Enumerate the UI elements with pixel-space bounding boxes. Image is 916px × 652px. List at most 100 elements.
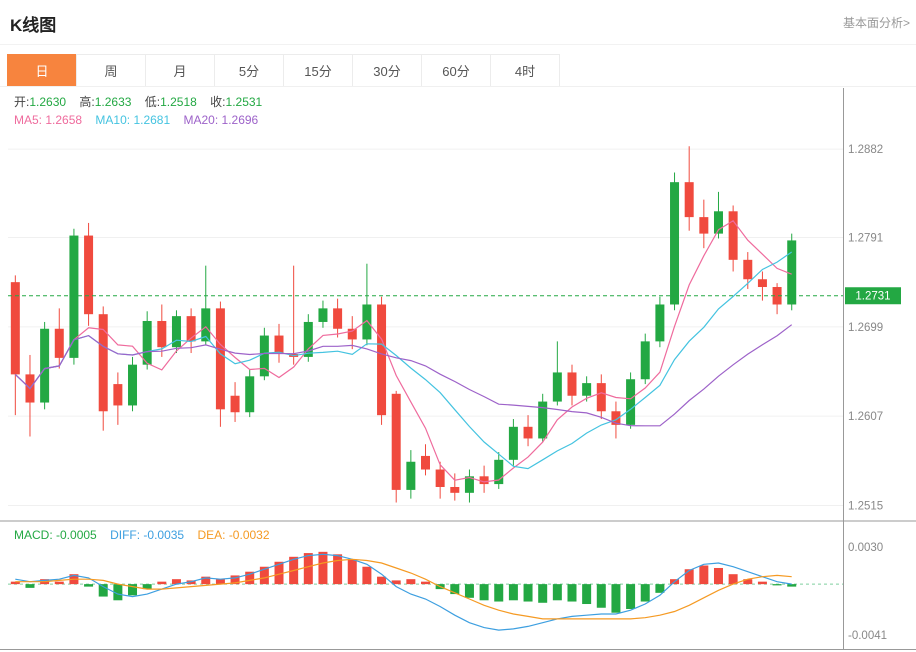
candle	[201, 308, 211, 342]
tab-month[interactable]: 月	[145, 54, 215, 87]
macd-bar	[450, 584, 460, 595]
macd-bar	[303, 553, 313, 585]
macd-bar	[757, 581, 767, 585]
macd-bar	[479, 584, 489, 601]
macd-bar	[128, 584, 138, 596]
candle	[259, 335, 269, 377]
ohlc-high: 高:1.2633	[79, 95, 132, 109]
macd-bar	[113, 584, 123, 601]
macd-bar	[54, 581, 64, 585]
diff-value: DIFF: -0.0035	[110, 528, 185, 542]
candle	[743, 259, 753, 280]
macd-bar	[743, 579, 753, 585]
macd-bar	[333, 554, 343, 585]
candle	[699, 217, 709, 234]
candle	[538, 401, 548, 439]
candle	[567, 372, 577, 396]
tab-week[interactable]: 周	[76, 54, 146, 87]
candle	[303, 321, 313, 357]
candle	[713, 211, 723, 234]
macd-bar	[567, 584, 577, 602]
macd-bar	[10, 581, 20, 585]
macd-bar	[494, 584, 504, 602]
candle	[508, 426, 518, 460]
current-price-tag	[845, 287, 901, 305]
candle	[333, 308, 343, 329]
ma10-value: MA10: 1.2681	[95, 113, 171, 127]
candle	[523, 426, 533, 439]
macd-axis-label: 0.0030	[848, 542, 883, 554]
tab-15min[interactable]: 15分	[283, 54, 353, 87]
macd-bar	[787, 584, 797, 587]
candle	[347, 328, 357, 340]
candle	[142, 320, 152, 365]
ma20-value: MA20: 1.2696	[183, 113, 259, 127]
header: K线图 基本面分析>	[0, 0, 916, 45]
macd-bar	[230, 575, 240, 585]
candle	[684, 182, 694, 218]
candle	[186, 316, 196, 342]
macd-bar	[318, 551, 328, 585]
candle	[435, 469, 445, 487]
tab-60min[interactable]: 60分	[421, 54, 491, 87]
candle	[157, 320, 167, 348]
y-axis-label: 1.2515	[848, 500, 883, 512]
macd-bar	[274, 561, 284, 585]
candle	[98, 314, 108, 412]
macd-bar	[684, 569, 694, 585]
candle	[10, 282, 20, 375]
candle	[611, 411, 621, 425]
macd-bar	[406, 579, 416, 585]
candle	[494, 459, 504, 485]
macd-bar	[98, 584, 108, 597]
macd-bar	[25, 584, 35, 588]
macd-bar	[713, 567, 723, 585]
macd-bar	[171, 579, 181, 585]
macd-info-bar: MACD: -0.0005 DIFF: -0.0035 DEA: -0.0032	[14, 528, 280, 542]
tab-5min[interactable]: 5分	[214, 54, 284, 87]
candle	[391, 393, 401, 490]
candle	[464, 476, 474, 493]
macd-bar	[508, 584, 518, 601]
macd-bar	[421, 581, 430, 585]
ohlc-close: 收:1.2531	[210, 95, 263, 109]
tab-30min[interactable]: 30分	[352, 54, 422, 87]
candle	[626, 379, 636, 425]
ohlc-open: 开:1.2630	[14, 95, 67, 109]
macd-bar	[772, 584, 782, 586]
macd-bar	[699, 565, 709, 585]
macd-bar	[142, 584, 152, 590]
macd-bar	[596, 584, 606, 608]
candle	[318, 308, 328, 322]
macd-bar	[391, 580, 401, 585]
dea-line	[15, 558, 792, 620]
candle	[40, 328, 50, 403]
candlestick-chart[interactable]: 1.2731 1.2882 1.2791 1.2699 1.2607 1.2515 0.00…	[0, 88, 916, 652]
candle	[655, 304, 665, 342]
macd-value: MACD: -0.0005	[14, 528, 97, 542]
macd-bar	[728, 574, 738, 585]
candle	[128, 364, 138, 406]
tab-day[interactable]: 日	[7, 54, 77, 87]
candle	[69, 235, 79, 358]
ma-info-bar: MA5: 1.2658 MA10: 1.2681 MA20: 1.2696	[14, 113, 268, 127]
candle	[772, 287, 782, 305]
macd-bar	[582, 584, 592, 605]
macd-bar	[347, 559, 357, 585]
candle	[479, 476, 489, 485]
interval-tab-bar: 日周月 5分 15分 30分 60分 4时	[7, 54, 560, 87]
macd-bar	[84, 584, 94, 587]
macd-bar	[259, 566, 269, 585]
macd-bar	[464, 584, 474, 598]
page-title: K线图	[10, 16, 57, 35]
tab-4hour[interactable]: 4时	[490, 54, 560, 87]
fundamental-analysis-link[interactable]: 基本面分析>	[842, 16, 910, 30]
macd-bar	[538, 584, 548, 603]
candle	[787, 240, 797, 305]
candle	[728, 211, 738, 260]
macd-bar	[245, 571, 255, 585]
candle	[113, 384, 123, 406]
y-axis-label: 1.2607	[848, 411, 883, 423]
ma20-line	[14, 324, 793, 427]
y-axis-label: 1.2791	[848, 233, 883, 245]
